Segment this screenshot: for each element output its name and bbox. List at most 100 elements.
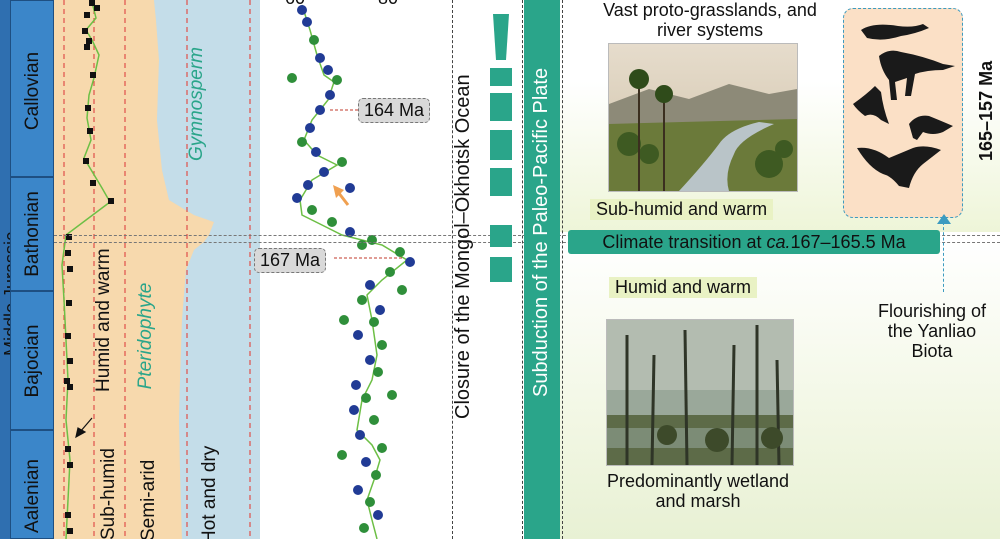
stage-cell-callovian bbox=[10, 0, 54, 177]
proxy-dot bbox=[361, 457, 371, 467]
proxy-dot bbox=[325, 90, 335, 100]
proxy-dot bbox=[292, 193, 302, 203]
plate-subduction-label: Subduction of the Paleo-Pacific Plate bbox=[530, 67, 552, 397]
proxy-dot bbox=[387, 390, 397, 400]
separator-2 bbox=[522, 0, 523, 539]
separator-3 bbox=[562, 0, 563, 539]
proxy-dot bbox=[373, 367, 383, 377]
stage-label-bathonian: Bathonian bbox=[22, 191, 43, 277]
climate-transition-box: Climate transition at ca.167–165.5 Ma bbox=[568, 230, 940, 254]
vegetation-label-gymnosperm: Gymnosperm bbox=[186, 46, 207, 162]
stage-cell-bathonian bbox=[10, 177, 54, 291]
stage-cell-bajocian bbox=[10, 291, 54, 430]
lower-environment-caption: Predominantly wetland and marsh bbox=[606, 471, 790, 511]
proxy-dot bbox=[332, 75, 342, 85]
proxy-tick-60: 60 bbox=[285, 0, 305, 9]
biota-silhouettes bbox=[853, 24, 955, 188]
ocean-closure-bars bbox=[490, 14, 512, 282]
proxy-dot bbox=[303, 180, 313, 190]
proxy-dot bbox=[302, 17, 312, 27]
proxy-dot bbox=[345, 227, 355, 237]
proxy-dot bbox=[315, 53, 325, 63]
proxy-dot bbox=[307, 205, 317, 215]
proxy-dot bbox=[311, 147, 321, 157]
proxy-dot bbox=[345, 183, 355, 193]
age-marker-167: 167 Ma bbox=[254, 248, 327, 273]
proxy-dot bbox=[315, 105, 325, 115]
proxy-dot bbox=[287, 73, 297, 83]
upper-environment-caption: Vast proto-grasslands, and river systems bbox=[603, 0, 817, 40]
proxy-dot bbox=[339, 315, 349, 325]
stage-label-aalenian: Aalenian bbox=[22, 459, 43, 533]
pterosaur-silhouette-2 bbox=[857, 146, 941, 188]
proxy-dot bbox=[353, 485, 363, 495]
plate-subduction-bar bbox=[524, 0, 560, 539]
proxy-dot bbox=[369, 317, 379, 327]
period-column bbox=[0, 0, 10, 539]
proxy-dot bbox=[359, 523, 369, 533]
stage-label-bajocian: Bajocian bbox=[22, 324, 43, 398]
proxy-dot bbox=[349, 405, 359, 415]
lower-climate-tag: Humid and warm bbox=[609, 277, 758, 298]
zone-label-sub-humid: Sub-humid bbox=[98, 448, 119, 539]
proxy-dot bbox=[297, 137, 307, 147]
proxy-dot bbox=[337, 450, 347, 460]
proxy-dot bbox=[369, 415, 379, 425]
small-dinosaur-silhouette bbox=[909, 115, 953, 140]
ocean-closure-label: Closure of the Mongol–Okhotsk Ocean bbox=[452, 74, 474, 419]
proxy-dot bbox=[373, 510, 383, 520]
proxy-dot bbox=[357, 295, 367, 305]
wetland-marsh-image bbox=[606, 319, 794, 466]
proxy-dot bbox=[385, 267, 395, 277]
pointer-arrow bbox=[75, 417, 93, 439]
biota-connector-arrow bbox=[937, 214, 951, 224]
proxy-dot bbox=[319, 167, 329, 177]
sand-area bbox=[54, 0, 214, 539]
age-marker-164: 164 Ma bbox=[358, 98, 431, 123]
zone-label-semi-arid: Semi-arid bbox=[138, 459, 159, 539]
proxy-dot bbox=[365, 355, 375, 365]
proxy-dot bbox=[377, 340, 387, 350]
salamander-silhouette bbox=[861, 24, 929, 40]
proxy-tick-80: 80 bbox=[378, 0, 398, 9]
proxy-dot bbox=[353, 330, 363, 340]
vegetation-label-pteridophyte: Pteridophyte bbox=[135, 282, 156, 390]
separator-1 bbox=[452, 0, 453, 539]
transition-text-suffix: 167–165.5 Ma bbox=[790, 232, 906, 252]
biota-connector bbox=[943, 222, 944, 292]
proxy-dot bbox=[297, 5, 307, 15]
upward-arrow bbox=[333, 185, 350, 206]
upper-climate-tag: Sub-humid and warm bbox=[590, 199, 774, 220]
biota-caption: Flourishing of the Yanliao Biota bbox=[877, 301, 987, 361]
proxy-dot bbox=[377, 443, 387, 453]
stage-cell-aalenian bbox=[10, 430, 54, 539]
proxy-dot bbox=[365, 280, 375, 290]
stage-label-callovian: Callovian bbox=[22, 51, 43, 131]
proxy-dot bbox=[351, 380, 361, 390]
proxy-dot bbox=[327, 217, 337, 227]
humidity-points bbox=[64, 0, 114, 534]
mid-sky-area bbox=[154, 0, 260, 539]
transition-text-ca: ca. bbox=[766, 232, 791, 252]
proxy-dot bbox=[367, 235, 377, 245]
proxy-dot bbox=[405, 257, 415, 267]
proxy-dot bbox=[309, 35, 319, 45]
proxy-dot bbox=[337, 157, 347, 167]
transition-text-prefix: Climate transition at bbox=[602, 232, 767, 252]
proxy-dot bbox=[375, 305, 385, 315]
biota-age-range: 165–157 Ma bbox=[976, 60, 996, 161]
theropod-silhouette bbox=[879, 50, 955, 100]
proxy-dot bbox=[397, 285, 407, 295]
pterosaur-silhouette-1 bbox=[853, 86, 889, 124]
proxy-dot bbox=[371, 470, 381, 480]
zone-label-hot-dry: Hot and dry bbox=[199, 445, 220, 539]
proxy-dot bbox=[395, 247, 405, 257]
humidity-curve bbox=[61, 1, 111, 539]
proxy-dot bbox=[361, 393, 371, 403]
proxy-dot bbox=[305, 123, 315, 133]
proxy-dot bbox=[323, 65, 333, 75]
grassland-river-image bbox=[608, 43, 798, 192]
climate-vegetation-panel bbox=[54, 0, 260, 539]
zone-label-humid-warm: Humid and warm bbox=[93, 248, 114, 392]
proxy-dot bbox=[355, 430, 365, 440]
